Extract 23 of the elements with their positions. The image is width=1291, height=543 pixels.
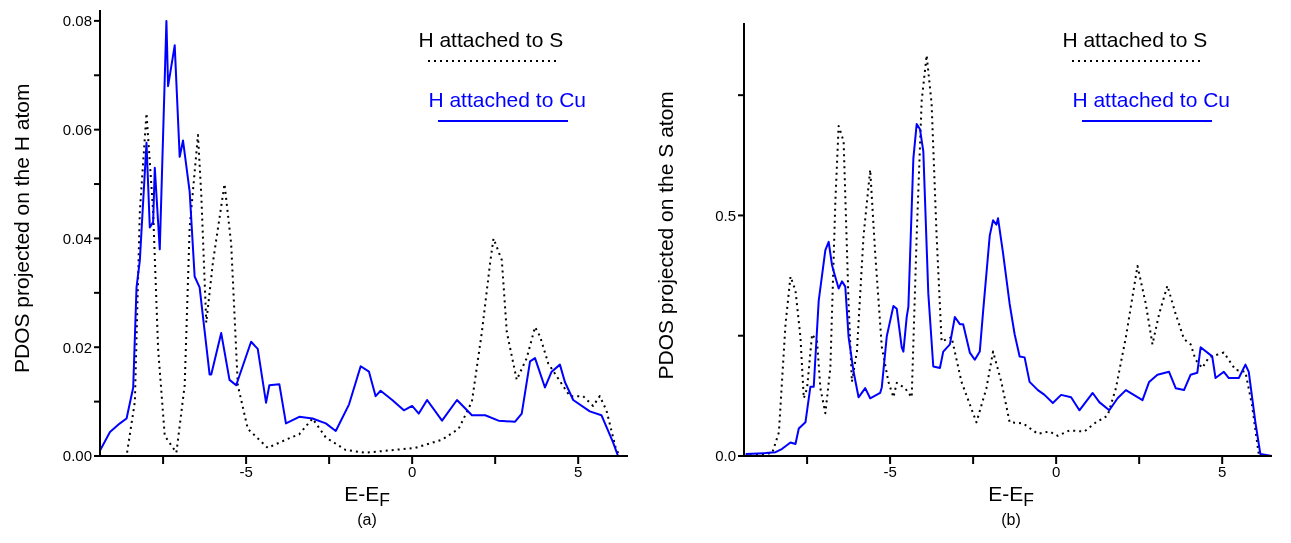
y-tick-label: 0.02 [62, 338, 92, 356]
y-tick-label: 0.04 [62, 229, 92, 247]
x-axis-title: E-E$_{F}$ [987, 482, 1035, 512]
text: (a) [356, 511, 378, 530]
y-tick-label: 0.5 [715, 206, 736, 224]
x-tick-label: 5 [1218, 462, 1227, 480]
x-tick-label: 0 [1051, 462, 1061, 480]
x-tick-label: -5 [883, 462, 897, 480]
x-tick-label: 5 [574, 462, 583, 480]
y-tick-label: 0.00 [62, 447, 92, 465]
x-tick-label: 0 [407, 462, 417, 480]
y-tick-label: 0.06 [62, 120, 92, 138]
y-tick-label: 0.08 [62, 12, 92, 30]
text: H attached to Cu [1072, 88, 1230, 112]
y-axis-title: PDOS projected on the S atom [654, 91, 678, 380]
text: H attached to Cu [428, 88, 586, 112]
text: (b) [1000, 511, 1022, 530]
y-tick-label: 0.0 [715, 447, 736, 465]
text: H attached to S [1062, 28, 1209, 52]
y-axis-title: PDOS projected on the H atom [10, 83, 34, 373]
x-tick-label: -5 [239, 462, 253, 480]
x-axis-title: E-E$_{F}$ [343, 482, 391, 512]
text: H attached to S [418, 28, 565, 52]
